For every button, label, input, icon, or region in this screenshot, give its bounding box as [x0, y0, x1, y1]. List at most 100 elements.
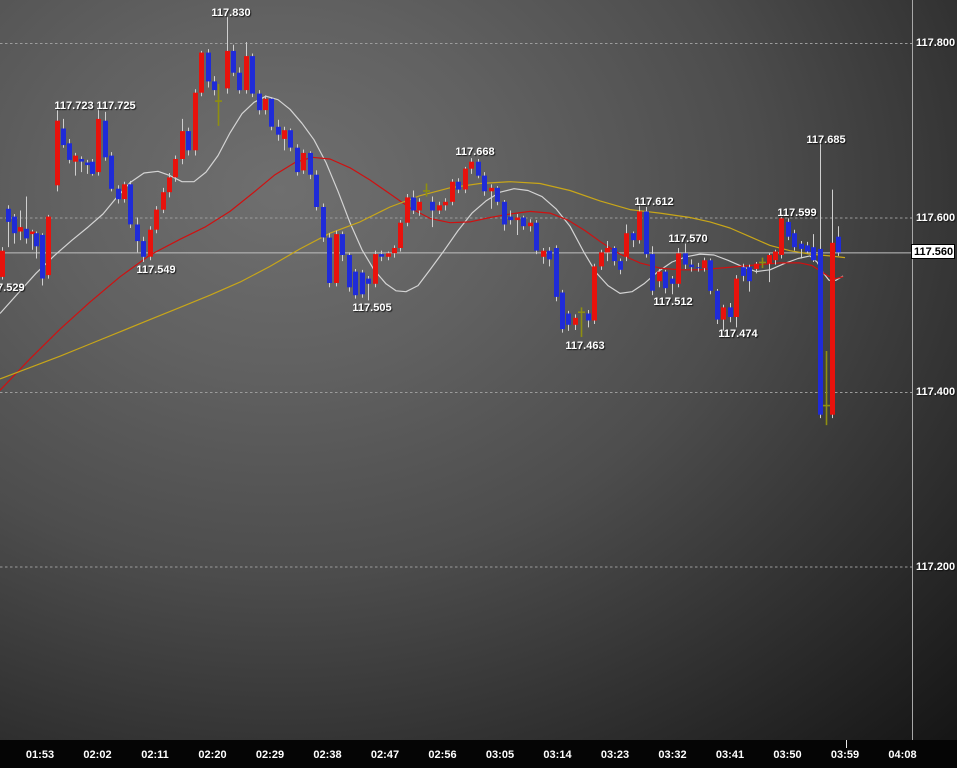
time-label: 03:32: [658, 749, 687, 761]
candle-down: [708, 260, 713, 291]
candle-up: [573, 317, 578, 325]
candle-down: [237, 72, 242, 91]
candle-down: [521, 217, 526, 227]
candle-down: [696, 267, 701, 269]
candle-up: [605, 248, 610, 253]
candle-up: [450, 181, 455, 202]
candle-down: [650, 254, 655, 291]
time-axis[interactable]: 01:53 02:02 02:11 02:20 02:29 02:38 02:47 02:56…: [0, 740, 957, 768]
candle-down: [811, 247, 816, 261]
candle-up: [398, 222, 403, 248]
candle-down: [554, 248, 559, 297]
candle-down: [212, 81, 217, 91]
time-label: 03:59: [830, 749, 860, 761]
candle-up: [167, 177, 172, 193]
candle-up: [46, 216, 51, 276]
candle-down: [128, 184, 133, 225]
time-label: 02:38: [313, 749, 342, 761]
candle-down: [792, 233, 797, 248]
chart-svg: [0, 0, 913, 740]
time-label: 01:53: [25, 749, 55, 761]
time-label: 04:08: [888, 749, 917, 761]
candle-down: [618, 261, 623, 270]
candle-down: [12, 216, 17, 234]
price-annotation-label: 117.474: [718, 328, 758, 340]
time-label: 03:41: [715, 749, 745, 761]
candle-up: [0, 250, 5, 277]
candle-down: [308, 152, 313, 175]
candle-down: [40, 234, 45, 279]
candle-up: [754, 263, 759, 269]
candle-up: [528, 222, 533, 227]
candle-up: [515, 217, 520, 221]
candle-down: [631, 233, 636, 241]
time-label: 03:23: [600, 749, 630, 761]
candle-up: [676, 253, 681, 284]
candle-down: [663, 271, 668, 289]
price-annotation-label: 117.505: [352, 302, 392, 314]
candle-up: [244, 56, 249, 91]
candle-down: [495, 187, 500, 202]
price-annotation-label: 117.668: [455, 146, 495, 158]
candle-up: [592, 266, 597, 321]
candle-down: [314, 174, 319, 207]
candle-down: [135, 224, 140, 242]
candle-up: [702, 260, 707, 269]
candle-down: [109, 155, 114, 189]
candle-down: [295, 147, 300, 173]
candle-down: [456, 181, 461, 190]
candle-down: [353, 271, 358, 296]
candle-up: [392, 248, 397, 254]
candle-down: [34, 233, 39, 247]
candle-up: [282, 130, 287, 139]
price-annotation-label: 117.599: [777, 207, 817, 219]
time-label: 03:14: [543, 749, 572, 761]
candle-up: [180, 131, 185, 159]
candle-up: [225, 50, 230, 89]
candle-down: [269, 98, 274, 127]
candle-down: [327, 237, 332, 283]
candle-down: [670, 278, 675, 284]
candle-down: [476, 161, 481, 176]
candle-down: [482, 175, 487, 192]
candle-up: [55, 120, 60, 186]
candle-down: [116, 188, 121, 200]
candle-up: [405, 197, 410, 223]
candle-up: [721, 307, 726, 320]
candle-up: [122, 184, 127, 200]
candle-up: [417, 201, 422, 211]
candle-down: [231, 50, 236, 73]
candle-down: [366, 278, 371, 284]
candle-down: [79, 159, 84, 162]
price-annotation-label: 117.725: [96, 100, 136, 112]
candle-up: [386, 253, 391, 257]
candle-down: [805, 245, 810, 252]
candle-up: [173, 159, 178, 178]
candle-down: [6, 208, 11, 222]
candle-down: [61, 128, 66, 146]
candle-down: [566, 313, 571, 325]
candle-down: [586, 313, 591, 321]
time-label: 02:29: [255, 749, 285, 761]
price-axis-label: 117.200: [916, 560, 956, 573]
candle-down: [560, 292, 565, 330]
candle-down: [85, 162, 90, 166]
candle-up: [767, 255, 772, 264]
candle-down: [288, 130, 293, 148]
candle-down: [836, 236, 841, 253]
candle-up: [73, 155, 78, 162]
time-label: 02:20: [198, 749, 227, 761]
candle-up: [148, 229, 153, 257]
price-axis-label: 117.400: [916, 386, 956, 398]
price-annotation-label: 117.529: [0, 282, 25, 294]
candle-up: [830, 242, 835, 415]
candle-down: [257, 93, 262, 111]
candle-up: [154, 209, 159, 230]
price-annotation-label: 117.512: [653, 296, 693, 308]
candle-up: [541, 250, 546, 257]
candle-down: [67, 143, 72, 160]
candle-up: [199, 52, 204, 93]
candle-up: [624, 233, 629, 257]
candle-up: [734, 278, 739, 317]
